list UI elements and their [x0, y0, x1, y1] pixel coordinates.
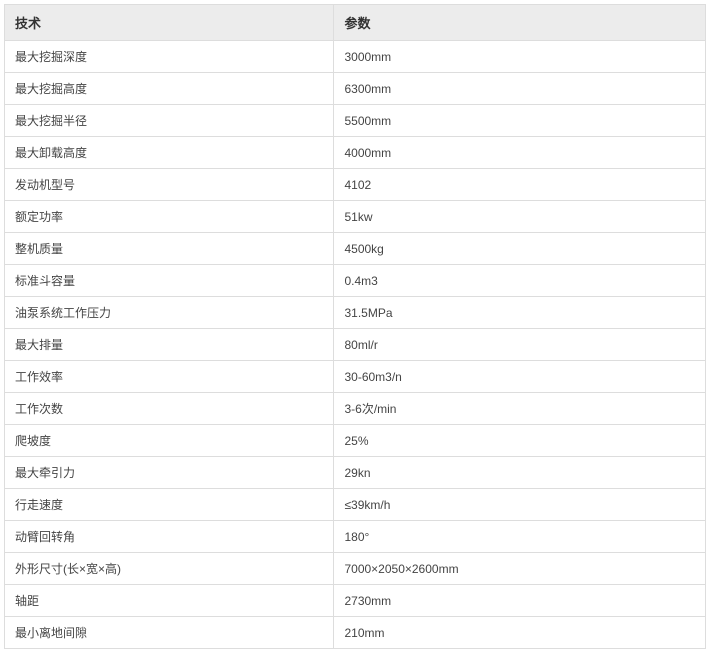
- cell-value: 2730mm: [334, 585, 706, 617]
- cell-label: 最小离地间隙: [5, 617, 334, 649]
- table-row: 最大挖掘半径5500mm: [5, 105, 706, 137]
- cell-label: 最大挖掘半径: [5, 105, 334, 137]
- col-header-tech: 技术: [5, 5, 334, 41]
- table-row: 油泵系统工作压力31.5MPa: [5, 297, 706, 329]
- table-row: 标准斗容量0.4m3: [5, 265, 706, 297]
- cell-label: 发动机型号: [5, 169, 334, 201]
- cell-label: 最大排量: [5, 329, 334, 361]
- cell-label: 标准斗容量: [5, 265, 334, 297]
- cell-value: ≤39km/h: [334, 489, 706, 521]
- col-header-param: 参数: [334, 5, 706, 41]
- cell-value: 7000×2050×2600mm: [334, 553, 706, 585]
- cell-value: 4500kg: [334, 233, 706, 265]
- cell-label: 外形尺寸(长×宽×高): [5, 553, 334, 585]
- table-row: 最大牵引力29kn: [5, 457, 706, 489]
- cell-value: 31.5MPa: [334, 297, 706, 329]
- cell-value: 80ml/r: [334, 329, 706, 361]
- cell-label: 最大挖掘深度: [5, 41, 334, 73]
- table-row: 行走速度≤39km/h: [5, 489, 706, 521]
- cell-label: 爬坡度: [5, 425, 334, 457]
- cell-value: 51kw: [334, 201, 706, 233]
- table-row: 轴距2730mm: [5, 585, 706, 617]
- table-row: 最大排量80ml/r: [5, 329, 706, 361]
- spec-table: 技术 参数 最大挖掘深度3000mm最大挖掘高度6300mm最大挖掘半径5500…: [4, 4, 706, 649]
- table-row: 工作效率30-60m3/n: [5, 361, 706, 393]
- table-row: 外形尺寸(长×宽×高)7000×2050×2600mm: [5, 553, 706, 585]
- cell-label: 工作效率: [5, 361, 334, 393]
- table-row: 整机质量4500kg: [5, 233, 706, 265]
- cell-label: 整机质量: [5, 233, 334, 265]
- table-row: 最大挖掘深度3000mm: [5, 41, 706, 73]
- cell-value: 4000mm: [334, 137, 706, 169]
- table-row: 额定功率51kw: [5, 201, 706, 233]
- cell-value: 4102: [334, 169, 706, 201]
- table-row: 爬坡度25%: [5, 425, 706, 457]
- table-body: 最大挖掘深度3000mm最大挖掘高度6300mm最大挖掘半径5500mm最大卸载…: [5, 41, 706, 649]
- table-row: 最大卸载高度4000mm: [5, 137, 706, 169]
- cell-label: 最大卸载高度: [5, 137, 334, 169]
- cell-value: 180°: [334, 521, 706, 553]
- table-row: 工作次数3-6次/min: [5, 393, 706, 425]
- cell-value: 6300mm: [334, 73, 706, 105]
- table-row: 最小离地间隙210mm: [5, 617, 706, 649]
- cell-label: 轴距: [5, 585, 334, 617]
- table-row: 最大挖掘高度6300mm: [5, 73, 706, 105]
- cell-label: 行走速度: [5, 489, 334, 521]
- table-row: 发动机型号4102: [5, 169, 706, 201]
- cell-label: 最大牵引力: [5, 457, 334, 489]
- table-header-row: 技术 参数: [5, 5, 706, 41]
- cell-value: 30-60m3/n: [334, 361, 706, 393]
- cell-label: 额定功率: [5, 201, 334, 233]
- table-row: 动臂回转角180°: [5, 521, 706, 553]
- cell-value: 29kn: [334, 457, 706, 489]
- cell-label: 油泵系统工作压力: [5, 297, 334, 329]
- cell-label: 工作次数: [5, 393, 334, 425]
- cell-value: 0.4m3: [334, 265, 706, 297]
- cell-label: 最大挖掘高度: [5, 73, 334, 105]
- cell-value: 3000mm: [334, 41, 706, 73]
- cell-value: 210mm: [334, 617, 706, 649]
- cell-label: 动臂回转角: [5, 521, 334, 553]
- cell-value: 3-6次/min: [334, 393, 706, 425]
- cell-value: 5500mm: [334, 105, 706, 137]
- cell-value: 25%: [334, 425, 706, 457]
